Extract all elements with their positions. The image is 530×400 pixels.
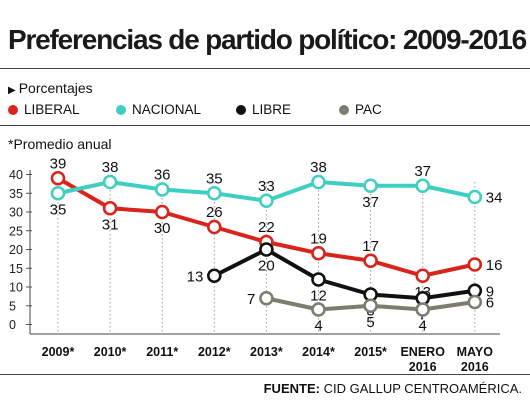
legend-divider xyxy=(0,125,530,126)
y-tick-label: 20 xyxy=(9,243,23,257)
x-tick-label: ENERO 2016 xyxy=(400,345,445,374)
source-divider xyxy=(0,374,530,375)
data-label-pac: 5 xyxy=(366,314,374,331)
data-label-nacional: 34 xyxy=(486,190,503,207)
y-tick-label: 35 xyxy=(9,187,23,201)
data-point-pac xyxy=(259,290,274,306)
data-point-pac xyxy=(311,302,326,317)
source-label: FUENTE: xyxy=(263,381,320,396)
x-tick-label: 2011* xyxy=(146,345,178,359)
data-point-liberal xyxy=(311,245,326,261)
legend-item-libre: LIBRE xyxy=(236,102,291,117)
data-label-liberal: 17 xyxy=(362,238,379,255)
data-label-nacional: 38 xyxy=(102,159,119,176)
data-label-liberal: 31 xyxy=(102,216,119,233)
data-point-nacional xyxy=(50,185,66,201)
data-point-liberal xyxy=(467,257,483,272)
x-tick-label: 2013* xyxy=(250,345,283,359)
y-tick-label: 10 xyxy=(9,281,23,295)
data-label-libre: 13 xyxy=(187,268,204,285)
data-point-nacional xyxy=(363,178,378,194)
data-label-pac: 4 xyxy=(314,318,322,335)
legend-item-pac: PAC xyxy=(339,102,382,117)
data-point-nacional xyxy=(207,185,222,201)
legend-swatch-liberal xyxy=(8,104,18,115)
data-point-liberal xyxy=(154,204,170,220)
legend-label-liberal: LIBERAL xyxy=(24,102,80,117)
data-point-nacional xyxy=(259,193,274,209)
data-point-nacional xyxy=(154,182,170,197)
data-label-nacional: 37 xyxy=(414,163,431,180)
legend-item-nacional: NACIONAL xyxy=(116,102,201,117)
data-point-nacional xyxy=(102,174,118,190)
data-point-liberal xyxy=(207,219,222,235)
data-point-nacional xyxy=(311,174,326,190)
y-tick-label: 30 xyxy=(9,206,23,220)
y-tick-label: 0 xyxy=(9,318,16,332)
legend-swatch-nacional xyxy=(116,104,126,115)
data-point-libre xyxy=(259,242,274,257)
data-point-nacional xyxy=(467,189,483,205)
x-tick-label: 2015* xyxy=(354,345,387,359)
legend-label-pac: PAC xyxy=(355,102,382,117)
page-title: Preferencias de partido político: 2009-2… xyxy=(8,24,527,55)
data-label-nacional: 35 xyxy=(50,201,67,218)
data-label-pac: 4 xyxy=(419,318,427,335)
data-point-libre xyxy=(311,272,326,287)
data-label-nacional: 37 xyxy=(362,194,379,211)
data-point-pac xyxy=(363,298,378,314)
chart-legend: LIBERAL NACIONAL LIBRE PAC xyxy=(0,102,530,120)
data-point-nacional xyxy=(415,178,431,194)
title-divider xyxy=(0,68,530,69)
x-tick-label: 2010* xyxy=(94,345,127,359)
data-label-nacional: 38 xyxy=(310,159,327,176)
unit-label-text: Porcentajes xyxy=(18,80,93,96)
data-label-nacional: 36 xyxy=(154,167,171,184)
unit-label: ▶ Porcentajes xyxy=(8,80,93,96)
data-point-pac xyxy=(415,302,431,317)
source-credit: FUENTE: CID GALLUP CENTROAMÉRICA. xyxy=(264,381,522,396)
data-label-libre: 9 xyxy=(486,283,494,300)
legend-label-libre: LIBRE xyxy=(252,102,292,117)
y-tick-label: 5 xyxy=(9,299,16,313)
legend-swatch-pac xyxy=(339,104,349,115)
data-label-nacional: 35 xyxy=(206,170,223,187)
x-tick-label: 2009* xyxy=(42,345,75,359)
data-label-libre: 12 xyxy=(310,288,327,305)
data-label-liberal: 22 xyxy=(258,219,275,236)
data-label-liberal: 16 xyxy=(486,257,503,274)
y-tick-label: 15 xyxy=(9,262,23,276)
data-point-libre xyxy=(207,268,222,284)
series-line-libre xyxy=(213,247,476,301)
triangle-right-icon: ▶ xyxy=(8,85,16,96)
x-tick-label: 2014* xyxy=(302,345,335,359)
chart-note: *Promedio anual xyxy=(8,136,112,152)
data-point-liberal xyxy=(50,170,66,186)
data-label-liberal: 39 xyxy=(50,155,67,172)
data-label-liberal: 19 xyxy=(310,230,327,247)
data-label-libre: 20 xyxy=(258,258,275,275)
data-point-pac xyxy=(467,294,483,310)
data-point-liberal xyxy=(363,253,378,269)
data-label-liberal: 26 xyxy=(206,204,223,221)
y-tick-label: 25 xyxy=(9,224,23,238)
data-point-liberal xyxy=(102,200,118,216)
legend-label-nacional: NACIONAL xyxy=(132,102,202,117)
x-tick-label: 2012* xyxy=(198,345,231,359)
data-point-liberal xyxy=(415,268,431,284)
data-label-liberal: 30 xyxy=(154,220,171,237)
legend-item-liberal: LIBERAL xyxy=(8,102,80,117)
data-label-pac: 7 xyxy=(247,291,255,308)
data-label-pac: 6 xyxy=(486,295,494,312)
x-tick-label: MAYO 2016 xyxy=(457,345,494,374)
y-tick-label: 40 xyxy=(9,168,23,182)
source-text: CID GALLUP CENTROAMÉRICA. xyxy=(323,381,522,396)
legend-swatch-libre xyxy=(236,104,246,115)
data-label-nacional: 33 xyxy=(258,178,275,195)
